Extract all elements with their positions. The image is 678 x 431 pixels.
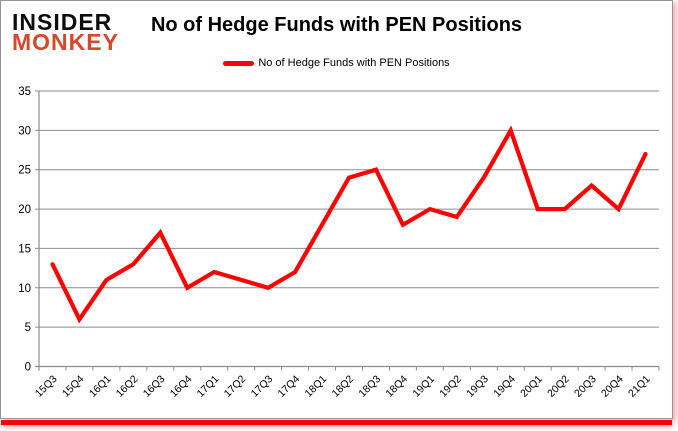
series-line	[50, 125, 648, 324]
y-axis-tick-label: 20	[18, 204, 31, 216]
x-axis-labels: 15Q3 15Q4 16Q1 16Q2 16Q3 16Q4 17Q1 17Q2 17Q3 17Q4…	[33, 373, 653, 400]
x-axis-tick-label: 21Q1	[626, 373, 653, 400]
chart-legend: No of Hedge Funds with PEN Positions	[1, 57, 672, 69]
x-axis-tick-label: 20Q3	[572, 373, 599, 400]
x-axis-tick-label: 18Q3	[356, 373, 383, 400]
bottom-red-rule	[1, 420, 672, 425]
x-axis-tick-label: 20Q2	[545, 373, 572, 400]
y-axis-tick-label: 25	[18, 165, 31, 177]
x-axis-tick-label: 16Q3	[141, 373, 168, 400]
x-axis-tick-label: 15Q3	[33, 373, 60, 400]
x-axis-tick-label: 20Q1	[518, 373, 545, 400]
legend-label: No of Hedge Funds with PEN Positions	[258, 57, 450, 69]
y-gridlines	[35, 90, 659, 328]
insider-monkey-logo: INSIDER MONKEY	[12, 11, 119, 54]
x-axis-tick-label: 19Q3	[464, 373, 491, 400]
y-axis-tick-label: 30	[18, 125, 31, 137]
x-axis-tick-label: 16Q2	[114, 373, 141, 400]
x-axis-tick-label: 20Q4	[599, 373, 626, 400]
y-axis-tick-label: 0	[25, 362, 31, 374]
x-axis-tick-label: 15Q4	[60, 373, 87, 400]
x-axis-tick-label: 17Q3	[249, 373, 276, 400]
x-axis-tick-label: 19Q1	[410, 373, 437, 400]
y-axis-tick-label: 15	[18, 243, 31, 255]
x-axis-tick-label: 19Q4	[491, 373, 518, 400]
y-axis-tick-label: 5	[25, 322, 31, 334]
chart-title: No of Hedge Funds with PEN Positions	[150, 14, 523, 36]
x-axis-tick-label: 18Q2	[329, 373, 356, 400]
x-axis-tick-label: 17Q4	[276, 373, 303, 400]
x-axis-tick-label: 16Q4	[168, 373, 195, 400]
y-axis-tick-label: 35	[18, 86, 31, 98]
y-axis-labels: 0 5 10 15 20 25 30 35	[18, 86, 31, 374]
x-axis-tick-label: 17Q1	[195, 373, 222, 400]
axes	[35, 91, 660, 371]
x-axis-tick-label: 16Q1	[87, 373, 114, 400]
logo-monkey-text: MONKEY	[12, 29, 119, 55]
chart-card: INSIDER MONKEY No of Hedge Funds with PE…	[0, 0, 673, 419]
y-axis-tick-label: 10	[18, 283, 31, 295]
x-axis-tick-label: 19Q2	[437, 373, 464, 400]
logo-insider-text: INSIDER	[12, 9, 113, 35]
x-axis-tick-label: 18Q4	[383, 373, 410, 400]
x-axis-tick-label: 17Q2	[222, 373, 249, 400]
legend-line-marker-icon	[223, 60, 255, 66]
x-axis-tick-label: 18Q1	[303, 373, 330, 400]
